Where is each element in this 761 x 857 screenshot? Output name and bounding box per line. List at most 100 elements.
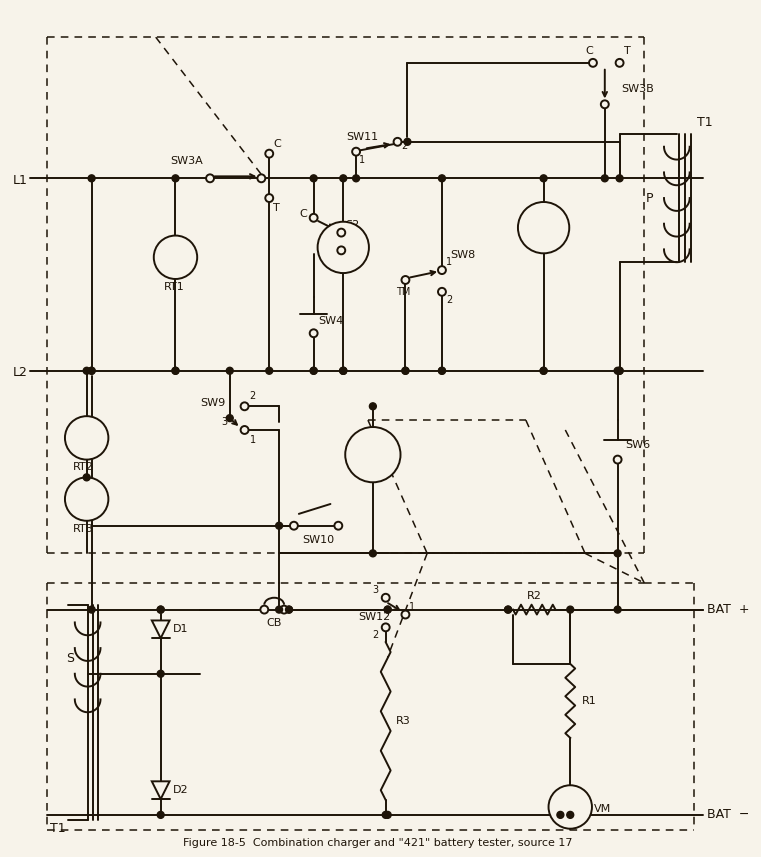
Circle shape <box>369 550 377 557</box>
Circle shape <box>352 175 359 182</box>
Circle shape <box>172 368 179 375</box>
Circle shape <box>290 522 298 530</box>
Circle shape <box>310 368 317 375</box>
Circle shape <box>404 138 411 145</box>
Text: SW4: SW4 <box>319 316 344 327</box>
Circle shape <box>540 368 547 375</box>
Text: O: O <box>565 808 575 821</box>
Circle shape <box>154 236 197 279</box>
Text: S: S <box>66 652 74 665</box>
Circle shape <box>317 222 369 273</box>
Text: 2: 2 <box>250 392 256 401</box>
Circle shape <box>158 812 164 818</box>
Circle shape <box>310 175 317 182</box>
Circle shape <box>88 368 95 375</box>
Text: O: O <box>565 794 575 807</box>
Text: RT1: RT1 <box>164 282 184 292</box>
Text: SW10: SW10 <box>302 535 334 544</box>
Circle shape <box>567 606 574 613</box>
Circle shape <box>505 606 511 613</box>
Circle shape <box>275 606 282 613</box>
Circle shape <box>88 606 95 613</box>
Text: SW6: SW6 <box>626 440 651 450</box>
Text: C: C <box>300 209 307 219</box>
Circle shape <box>567 812 574 818</box>
Circle shape <box>340 175 347 182</box>
Text: VM: VM <box>594 804 611 814</box>
Text: O: O <box>81 492 93 506</box>
Circle shape <box>158 670 164 677</box>
Circle shape <box>369 403 377 410</box>
Text: RT2: RT2 <box>73 463 94 472</box>
Circle shape <box>172 175 179 182</box>
Circle shape <box>616 59 623 67</box>
Circle shape <box>275 522 282 529</box>
Circle shape <box>158 606 164 613</box>
Circle shape <box>384 606 391 613</box>
Circle shape <box>226 368 233 375</box>
Circle shape <box>158 606 164 613</box>
Circle shape <box>382 812 389 818</box>
Circle shape <box>557 812 564 818</box>
Circle shape <box>589 59 597 67</box>
Text: SW3A: SW3A <box>170 156 203 165</box>
Circle shape <box>310 329 317 337</box>
Text: T: T <box>623 46 630 56</box>
Text: L1: L1 <box>13 174 27 187</box>
Circle shape <box>352 147 360 156</box>
Text: C: C <box>585 46 593 56</box>
Circle shape <box>337 229 345 237</box>
Text: T: T <box>273 203 280 213</box>
Circle shape <box>402 368 409 375</box>
Circle shape <box>337 247 345 255</box>
Circle shape <box>226 415 233 422</box>
Circle shape <box>382 623 390 632</box>
Circle shape <box>382 594 390 602</box>
Text: 3: 3 <box>221 417 228 427</box>
Circle shape <box>518 202 569 254</box>
Text: S1: S1 <box>345 254 359 263</box>
Text: D2: D2 <box>173 785 188 795</box>
Circle shape <box>614 368 621 375</box>
Text: TM3: TM3 <box>360 448 386 461</box>
Circle shape <box>266 194 273 202</box>
Circle shape <box>384 812 391 818</box>
Circle shape <box>240 426 249 434</box>
Text: 1: 1 <box>250 434 256 445</box>
Circle shape <box>614 606 621 613</box>
Text: 3: 3 <box>373 584 379 595</box>
Text: 2: 2 <box>402 141 408 151</box>
Circle shape <box>340 368 347 375</box>
Circle shape <box>438 175 445 182</box>
Circle shape <box>65 477 108 521</box>
Circle shape <box>345 427 400 482</box>
Text: TM1: TM1 <box>530 221 557 234</box>
Text: T1: T1 <box>50 822 65 836</box>
Text: 2: 2 <box>446 295 452 305</box>
Text: L2: L2 <box>13 366 27 380</box>
Circle shape <box>240 402 249 411</box>
Text: SW11: SW11 <box>346 132 378 142</box>
Text: 1: 1 <box>446 257 452 267</box>
Text: R3: R3 <box>396 716 410 726</box>
Circle shape <box>260 606 269 614</box>
Text: SW7: SW7 <box>326 230 351 240</box>
Text: SW9: SW9 <box>200 399 225 408</box>
Circle shape <box>206 174 214 183</box>
Circle shape <box>438 288 446 296</box>
Circle shape <box>310 368 317 375</box>
Text: BAT  −: BAT − <box>708 808 750 821</box>
Text: BAT  +: BAT + <box>708 603 750 616</box>
Text: O: O <box>170 249 181 265</box>
Circle shape <box>616 175 623 182</box>
Circle shape <box>613 456 622 464</box>
Text: C: C <box>273 139 281 149</box>
Circle shape <box>310 214 317 222</box>
Text: 2: 2 <box>373 630 379 640</box>
Circle shape <box>340 368 347 375</box>
Circle shape <box>257 174 266 183</box>
Circle shape <box>438 267 446 274</box>
Circle shape <box>88 368 95 375</box>
Circle shape <box>384 606 391 613</box>
Text: SW3B: SW3B <box>622 85 654 94</box>
